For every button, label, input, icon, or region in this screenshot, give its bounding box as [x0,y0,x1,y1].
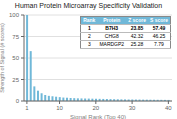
svg-text:20: 20 [92,105,99,111]
html-text:Human Protein Microarray Speci: Human Protein Microarray Specificity Val… [14,2,163,9]
svg-text:0: 0 [16,98,20,104]
html-text:3: 3 [87,41,91,47]
svg-text:Strength of Signal (# scores): Strength of Signal (# scores) [0,23,5,93]
html-text:Protein: Protein [103,17,121,23]
html-text:B7H3: B7H3 [105,25,119,31]
html-text:42.32: 42.32 [130,33,144,39]
html-text:7.79: 7.79 [154,41,164,47]
html-text:MARDGP2: MARDGP2 [99,41,125,47]
svg-text:50: 50 [12,55,19,61]
svg-text:25: 25 [12,77,19,83]
svg-text:75: 75 [12,34,19,40]
html-text:2: 2 [87,33,91,39]
svg-text:1: 1 [25,105,29,111]
svg-text:40: 40 [165,105,172,111]
svg-text:10: 10 [56,105,63,111]
html-text:25.28: 25.28 [130,41,144,47]
html-text:CHG8: CHG8 [104,33,119,39]
svg-text:100: 100 [9,12,20,18]
svg-text:Signal Rank (Top 40): Signal Rank (Top 40) [70,114,126,119]
html-text:1: 1 [87,25,91,31]
html-text:23.85: 23.85 [130,25,144,31]
html-text:46.25: 46.25 [152,33,166,39]
html-text:Rank: Rank [83,17,96,23]
html-text:S score: S score [149,17,168,23]
html-text:Z score: Z score [128,17,146,23]
html-text:57.49: 57.49 [152,25,166,31]
svg-text:30: 30 [129,105,136,111]
